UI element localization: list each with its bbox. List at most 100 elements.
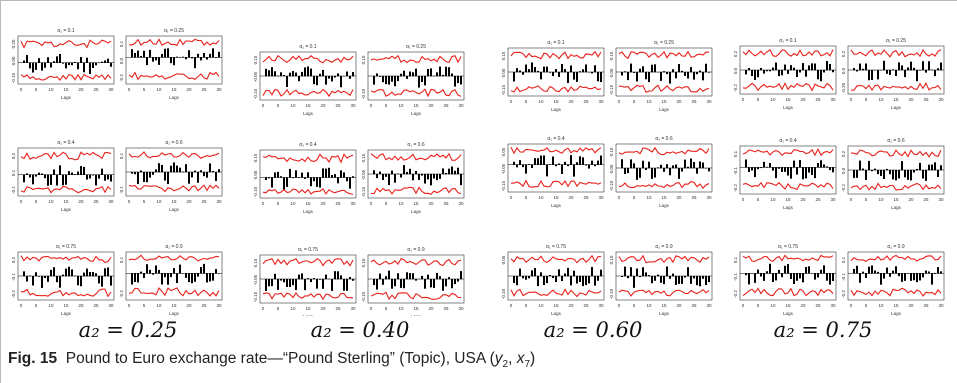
acf-bar bbox=[265, 68, 267, 77]
acf-bar bbox=[218, 51, 220, 58]
acf-bar bbox=[427, 174, 429, 180]
acf-bar bbox=[295, 72, 297, 77]
acf-bar bbox=[71, 269, 73, 277]
acf-bar bbox=[373, 76, 375, 85]
acf-bar bbox=[143, 172, 145, 182]
acf-bar bbox=[445, 66, 447, 77]
acf-bar bbox=[757, 269, 759, 274]
acf-bar bbox=[886, 168, 888, 171]
acf-bar bbox=[53, 169, 55, 175]
acf-bar bbox=[748, 167, 750, 173]
y-tick-label: -0.10 bbox=[609, 180, 614, 191]
acf-bar bbox=[182, 273, 184, 274]
acf-bar bbox=[928, 271, 930, 274]
acf-bar bbox=[639, 168, 641, 178]
x-tick-label: 5 bbox=[757, 303, 760, 308]
acf-bar bbox=[427, 69, 429, 77]
x-tick-label: 25 bbox=[583, 303, 589, 308]
upper-band-line bbox=[742, 147, 834, 157]
acf-bar bbox=[164, 172, 166, 181]
x-tick-label: 0 bbox=[20, 199, 23, 204]
acf-bar bbox=[537, 276, 539, 287]
acf-bar bbox=[107, 267, 109, 277]
panel-frame bbox=[847, 251, 945, 301]
acf-bar bbox=[678, 276, 680, 284]
y-tick-label: -0.2 bbox=[11, 290, 16, 298]
acf-bar bbox=[672, 165, 674, 169]
acf-panel-3-0: α₁ = 0.1 0 5 10 15 20 25 30 Lags 0.2 0.0 -0.2 bbox=[733, 38, 837, 110]
acf-bar bbox=[98, 276, 100, 284]
acf-bar bbox=[886, 70, 888, 74]
acf-bar bbox=[633, 72, 635, 73]
panel-frame bbox=[17, 35, 115, 85]
acf-bar bbox=[651, 64, 653, 73]
acf-bar bbox=[74, 275, 76, 277]
acf-bar bbox=[745, 273, 747, 276]
acf-bar bbox=[591, 160, 593, 165]
caption-var-a: y bbox=[494, 350, 503, 367]
acf-bar bbox=[766, 70, 768, 72]
acf-bar bbox=[922, 273, 924, 278]
acf-bar bbox=[823, 265, 825, 274]
x-tick-label: 5 bbox=[35, 303, 38, 308]
acf-bar bbox=[829, 273, 831, 285]
acf-bar bbox=[65, 62, 67, 69]
acf-bar bbox=[817, 273, 819, 278]
x-tick-label: 5 bbox=[385, 201, 388, 206]
acf-bar bbox=[29, 174, 31, 178]
acf-bar bbox=[379, 76, 381, 77]
acf-bar bbox=[35, 174, 37, 177]
acf-bar bbox=[406, 76, 408, 79]
acf-bar bbox=[531, 270, 533, 277]
x-tick-label: 5 bbox=[143, 199, 146, 204]
acf-bar bbox=[537, 158, 539, 165]
x-tick-label: 30 bbox=[598, 195, 604, 200]
acf-bar bbox=[424, 76, 426, 86]
acf-bar bbox=[570, 65, 572, 73]
acf-bar bbox=[188, 50, 190, 58]
y-tick-label: 0.10 bbox=[609, 147, 614, 156]
x-tick-label: 5 bbox=[865, 97, 868, 102]
x-axis-label: Lags bbox=[169, 95, 180, 100]
lower-band-line bbox=[742, 82, 834, 92]
acf-bar bbox=[772, 167, 774, 171]
acf-bar bbox=[913, 170, 915, 173]
y-tick-label: -0.1 bbox=[11, 273, 16, 281]
x-tick-label: 10 bbox=[398, 306, 404, 311]
acf-bar bbox=[582, 276, 584, 287]
x-tick-label: 25 bbox=[93, 199, 99, 204]
y-tick-label: -0.2 bbox=[733, 290, 738, 298]
x-tick-label: 20 bbox=[676, 303, 682, 308]
y-tick-label: -0.1 bbox=[733, 167, 738, 175]
acf-bar bbox=[409, 273, 411, 280]
acf-bar bbox=[772, 67, 774, 71]
acf-bar bbox=[274, 172, 276, 178]
y-tick-label: -0.10 bbox=[253, 186, 258, 197]
acf-bar bbox=[274, 273, 276, 280]
acf-bar bbox=[913, 67, 915, 71]
x-axis-label: Lags bbox=[659, 311, 670, 316]
panel-title: α₁ = 0.25 bbox=[164, 28, 184, 34]
acf-bar bbox=[675, 164, 677, 169]
acf-bar bbox=[558, 269, 560, 277]
acf-bar bbox=[820, 70, 822, 82]
x-tick-label: 0 bbox=[262, 306, 265, 311]
acf-bar bbox=[215, 172, 217, 182]
acf-bar bbox=[349, 177, 351, 189]
acf-bar bbox=[454, 76, 456, 87]
acf-bar bbox=[585, 164, 587, 166]
acf-bar bbox=[209, 273, 211, 282]
panel-title: α₁ = 0.9 bbox=[407, 247, 424, 253]
acf-bar bbox=[32, 62, 34, 73]
acf-bar bbox=[83, 272, 85, 277]
x-axis-label: Lags bbox=[551, 311, 562, 316]
acf-bar bbox=[678, 64, 680, 73]
x-tick-label: 30 bbox=[216, 87, 222, 92]
y-tick-label: -0.05 bbox=[361, 169, 366, 180]
acf-bar bbox=[889, 273, 891, 277]
x-tick-label: 10 bbox=[770, 197, 776, 202]
acf-bar bbox=[104, 174, 106, 181]
upper-band-line bbox=[510, 254, 602, 264]
acf-bar bbox=[400, 174, 402, 178]
acf-bar bbox=[173, 162, 175, 173]
